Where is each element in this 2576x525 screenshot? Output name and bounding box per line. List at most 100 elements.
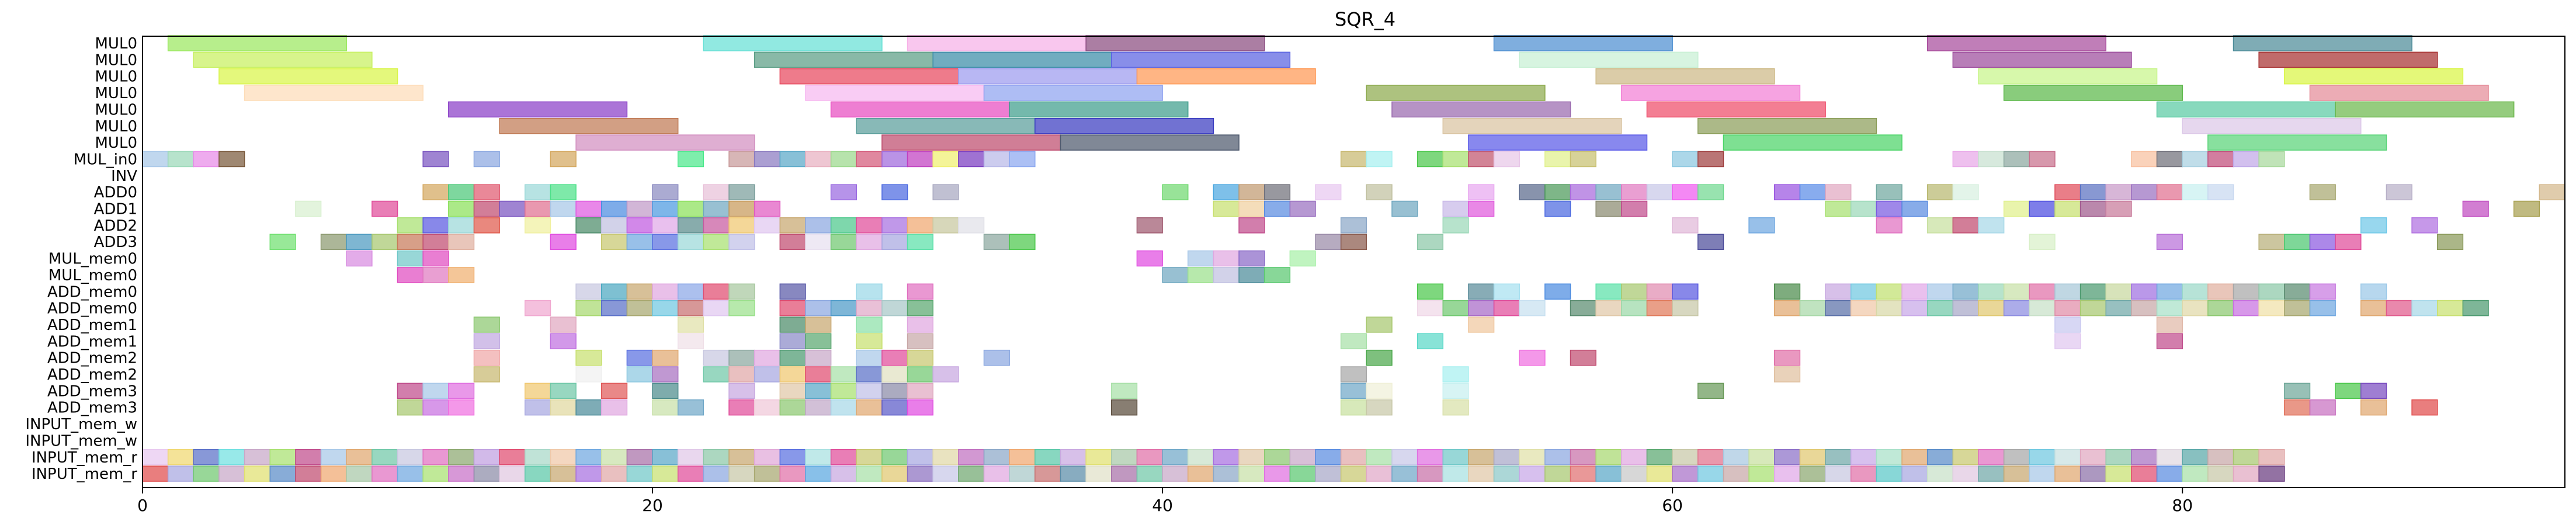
task-bar [269,449,296,465]
task-bar [525,465,551,482]
task-bar [881,217,908,234]
task-bar [1978,465,2005,482]
task-bar [830,366,857,383]
task-bar [1366,317,1393,333]
task-bar [779,349,806,366]
task-bar [448,399,475,416]
x-tick-label: 0 [137,496,148,515]
task-bar [1799,465,1826,482]
plot-frame [142,36,2565,488]
task-bar [2105,465,2132,482]
task-bar [652,200,679,217]
task-bar [856,234,883,250]
task-bar [575,349,602,366]
task-bar [600,234,628,250]
task-bar [1723,465,1749,482]
task-bar [1493,465,1520,482]
task-bar [575,399,602,416]
task-bar [907,151,933,168]
task-bar [1570,449,1596,465]
task-bar [1723,449,1749,465]
task-bar [1289,250,1316,267]
task-bar [550,449,577,465]
task-bar [652,383,679,399]
task-bar [1162,449,1189,465]
task-bar [1697,118,1877,134]
task-bar [1774,449,1801,465]
task-bar [1417,151,1444,168]
task-bar [1621,449,1648,465]
task-bar [2411,217,2438,234]
task-bar [1646,283,1673,300]
task-bar [1926,283,1954,300]
task-bar [397,449,423,465]
task-bar [2079,465,2107,482]
row-label: MUL0 [95,134,138,152]
task-bar [2309,300,2336,317]
task-bar [2054,465,2081,482]
task-bar [907,349,933,366]
task-bar [2156,101,2336,118]
task-bar [728,217,755,234]
task-bar [1238,184,1265,200]
task-bar [193,151,220,168]
x-tick-label: 20 [642,496,663,515]
task-bar [677,399,704,416]
task-bar [1366,349,1393,366]
task-bar [728,399,755,416]
row-label: MUL0 [95,68,138,86]
task-bar [575,300,602,317]
task-bar [2207,283,2234,300]
task-bar [1570,151,1596,168]
task-bar [805,217,832,234]
task-bar [1213,267,1240,283]
task-bar [448,383,475,399]
task-bar [754,399,781,416]
task-bar [167,151,195,168]
task-bar [1570,184,1596,200]
task-bar [907,383,933,399]
task-bar [652,349,679,366]
task-bar [1901,449,1928,465]
task-bar [626,234,653,250]
task-bar [1034,449,1061,465]
task-bar [856,151,883,168]
task-bar [626,300,653,317]
task-bar [856,333,883,350]
task-bar [1774,366,1801,383]
task-bar [1468,317,1495,333]
task-bar [346,449,373,465]
task-bar [218,151,245,168]
task-bar [422,184,449,200]
task-bar [2029,300,2056,317]
task-bar [295,449,322,465]
task-bar [1442,200,1469,217]
task-bar [856,300,883,317]
task-bar [1417,234,1444,250]
task-bar [244,465,271,482]
task-bar [1009,465,1036,482]
task-bar [1442,449,1469,465]
x-axis-ticks: 0 20 40 60 80 [137,488,2193,515]
task-bar [1009,234,1036,250]
task-bar [1825,449,1852,465]
task-bar [525,184,551,200]
task-bar [2029,200,2056,217]
task-bar [779,68,959,85]
task-bar [1391,465,1418,482]
task-bar [525,449,551,465]
task-bar [525,399,551,416]
row-label: ADD_mem0 [47,300,137,318]
task-bar [499,449,526,465]
task-bar [1417,449,1444,465]
task-bar [2054,300,2081,317]
task-bar [2233,151,2259,168]
task-bar [2462,200,2489,217]
task-bar [1213,449,1240,465]
task-bar [2411,399,2438,416]
task-bar [1085,35,1265,51]
task-bar [2386,300,2412,317]
task-bar [397,399,423,416]
row-label: ADD_mem0 [47,283,137,301]
task-bar [1621,465,1648,482]
